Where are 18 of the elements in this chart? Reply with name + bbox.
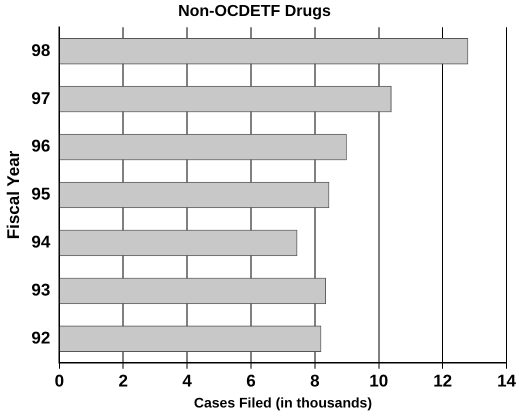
x-tick-label: 2 bbox=[118, 372, 128, 391]
chart-title: Non-OCDETF Drugs bbox=[178, 3, 332, 20]
x-axis-title: Cases Filed (in thousands) bbox=[194, 394, 372, 410]
x-tick-label: 0 bbox=[54, 372, 64, 391]
x-tick-label: 12 bbox=[433, 372, 452, 391]
x-tick-label: 14 bbox=[497, 372, 517, 391]
y-tick-label: 97 bbox=[31, 88, 50, 108]
y-tick-label: 96 bbox=[31, 136, 50, 156]
y-axis-title: Fiscal Year bbox=[4, 150, 23, 240]
y-tick-label: 98 bbox=[31, 40, 50, 60]
y-tick-label: 93 bbox=[31, 280, 50, 300]
y-tick-label: 95 bbox=[31, 184, 50, 204]
y-tick-label: 94 bbox=[31, 232, 51, 252]
x-tick-label: 8 bbox=[310, 372, 320, 391]
y-tick-label: 92 bbox=[31, 328, 50, 348]
x-tick-label: 6 bbox=[246, 372, 256, 391]
x-tick-label: 4 bbox=[182, 372, 192, 391]
x-tick-label: 10 bbox=[369, 372, 388, 391]
